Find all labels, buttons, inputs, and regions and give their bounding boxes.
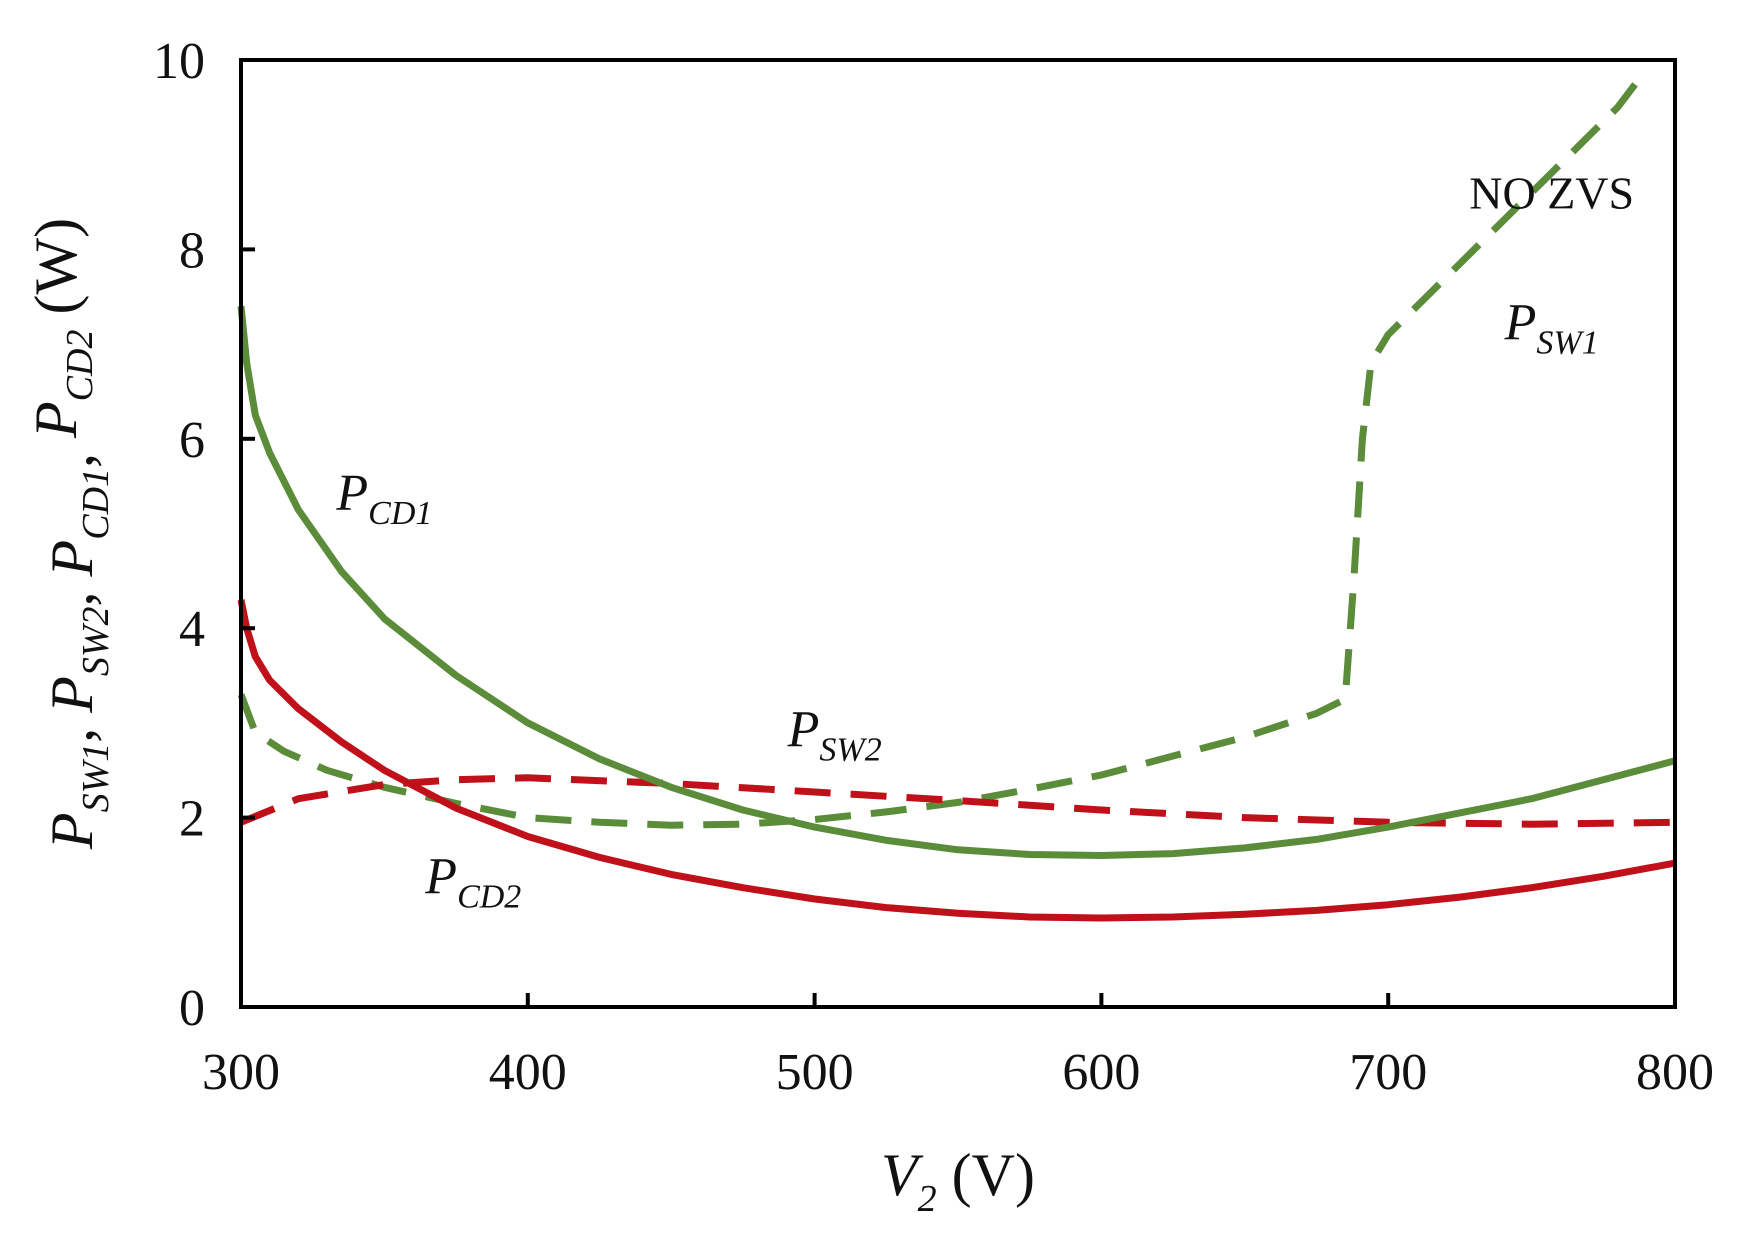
series-line-p-cd2 [237, 599, 1676, 922]
y-tick-label: 6 [179, 412, 205, 469]
y-tick-label: 10 [153, 33, 205, 90]
x-tick-label: 600 [1062, 1044, 1140, 1101]
series-label-p-cd1: PCD1 [335, 465, 432, 532]
x-tick-label: 800 [1636, 1044, 1714, 1101]
series-label-p-sw2: PSW2 [787, 702, 882, 769]
x-tick-label: 500 [776, 1044, 854, 1101]
y-tick-label: 2 [179, 791, 205, 848]
annotations: NO ZVS [1469, 168, 1634, 219]
series-line-p-cd1 [237, 305, 1676, 859]
y-tick-label: 0 [179, 980, 205, 1037]
x-axis-title: V2 (V) [881, 1142, 1035, 1220]
x-tick-label: 400 [489, 1044, 567, 1101]
plot-frame [239, 58, 1677, 1009]
annotation-label: NO ZVS [1469, 168, 1634, 219]
y-tick-label: 4 [179, 601, 205, 658]
series-labels: PSW1 PSW2 PCD1 PCD2 [335, 294, 1598, 915]
y-axis-title: PSW1, PSW2, PCD1, PCD2 (W) [23, 218, 117, 850]
series-label-p-sw1: PSW1 [1504, 294, 1599, 361]
x-tick-label: 300 [202, 1044, 280, 1101]
x-tick-label: 700 [1349, 1044, 1427, 1101]
y-tick-label: 8 [179, 222, 205, 279]
series-line-p-sw1 [237, 67, 1650, 829]
series-line-p-sw2 [239, 774, 1676, 828]
axis-ticks: 300 400 500 600 700 800 0 2 4 6 8 10 [153, 33, 1714, 1101]
series-label-p-cd2: PCD2 [424, 848, 521, 915]
series-layer [237, 67, 1676, 922]
